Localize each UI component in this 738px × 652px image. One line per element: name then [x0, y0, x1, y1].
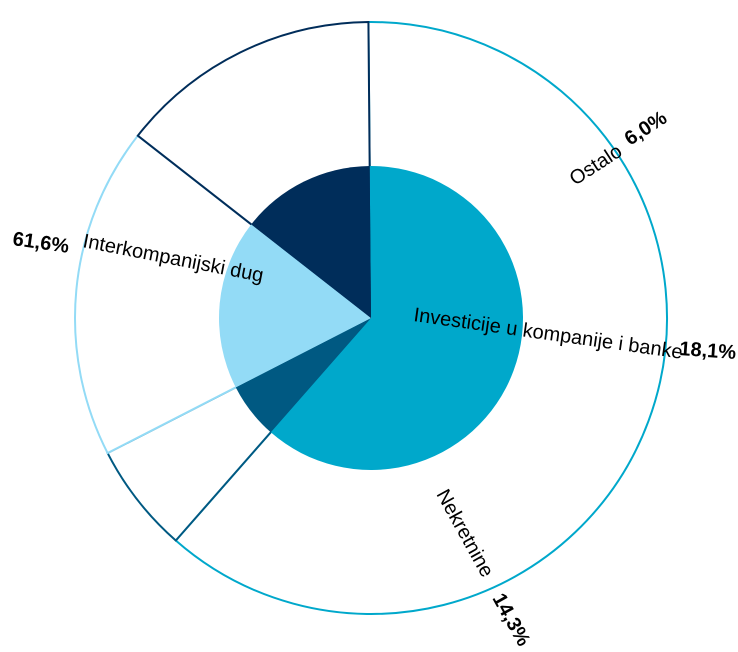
value-label-ostalo: 6,0%: [621, 107, 671, 150]
pie-slice-ostalo: [235, 318, 371, 433]
value-label-nekretnine: 14,3%: [488, 590, 535, 650]
pie-slice-investicije: [218, 224, 371, 388]
pie-slice-nekretnine: [251, 166, 371, 318]
value-label-investicije: 18,1%: [679, 338, 737, 364]
value-label-interkompanijski-dug: 61,6%: [11, 228, 70, 258]
pie-slices: [218, 166, 523, 470]
pie-slice-interkompanijski-dug: [270, 166, 523, 470]
